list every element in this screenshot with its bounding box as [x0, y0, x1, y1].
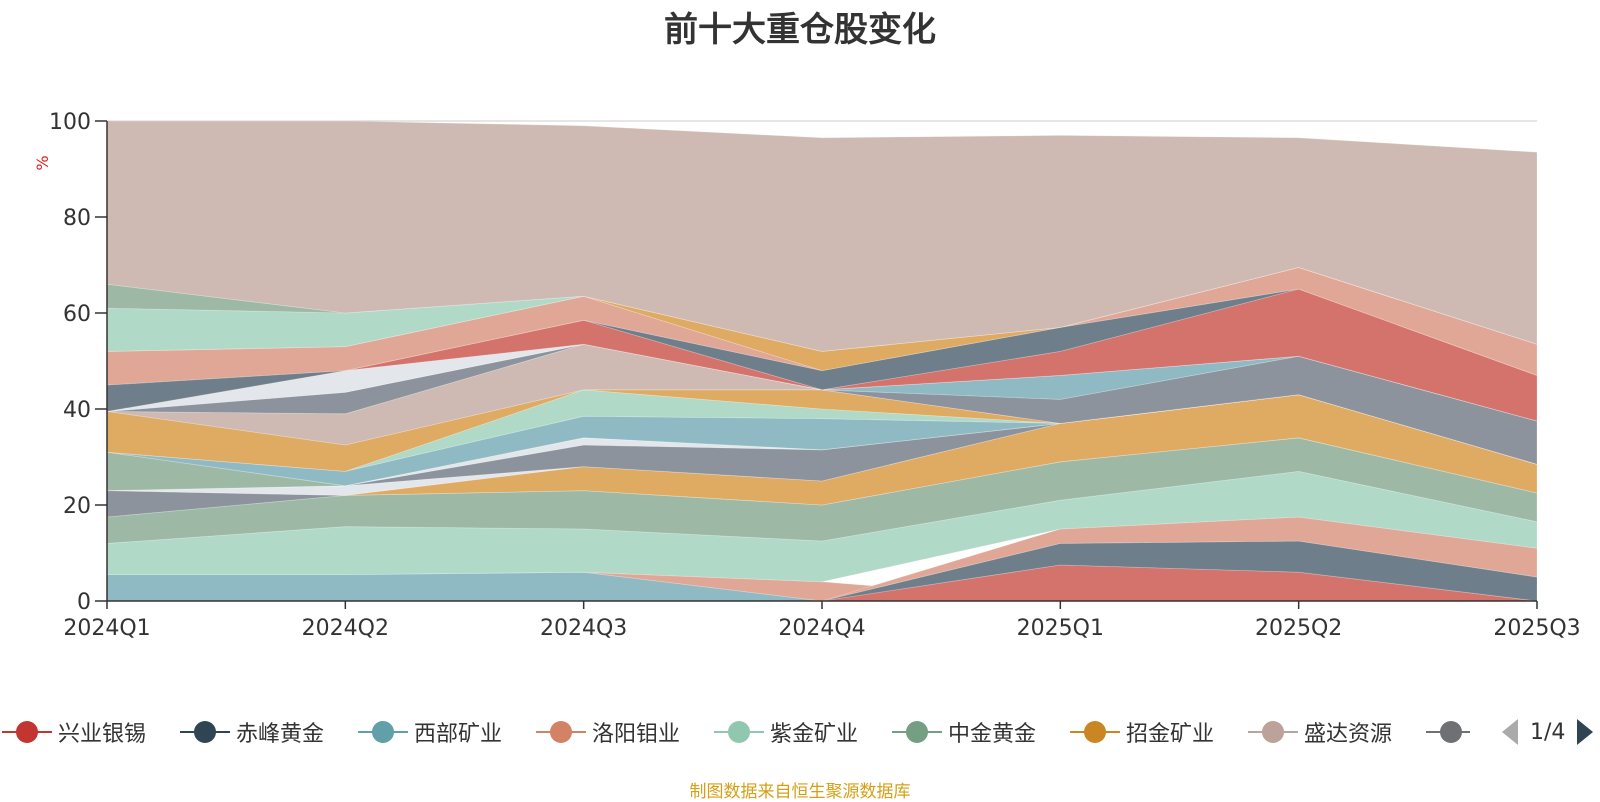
legend-item[interactable]: 赤峰黄金 — [180, 712, 324, 752]
y-axis-ticks: 0 20 40 60 80 100 — [49, 110, 107, 615]
legend-page-indicator: 1/4 — [1530, 719, 1566, 745]
x-axis-ticks: 2024Q1 2024Q2 2024Q3 2024Q4 2025Q1 2025Q2 2025… — [63, 601, 1581, 641]
x-tick-label: 2025Q2 — [1255, 616, 1342, 641]
legend-item[interactable]: 洛阳钼业 — [536, 712, 680, 752]
legend-label: 西部矿业 — [414, 722, 503, 747]
legend-label: 紫金矿业 — [770, 722, 859, 747]
prev-page-icon[interactable] — [1500, 717, 1520, 747]
legend-marker-icon — [892, 721, 942, 743]
legend-item[interactable]: 山 — [1426, 712, 1470, 752]
y-tick-label: 100 — [49, 110, 91, 135]
y-tick-label: 80 — [63, 206, 91, 231]
chart-title: 前十大重仓股变化 — [664, 10, 936, 50]
legend-label: 中金黄金 — [948, 722, 1037, 747]
x-tick-label: 2025Q3 — [1493, 616, 1580, 641]
legend-label: 兴业银锡 — [58, 722, 147, 747]
stacked-areas — [106, 120, 1538, 602]
legend-item[interactable]: 招金矿业 — [1070, 712, 1214, 752]
legend-label: 赤峰黄金 — [236, 722, 325, 747]
legend-marker-icon — [1070, 721, 1120, 743]
x-tick-label: 2024Q1 — [63, 616, 150, 641]
x-tick-label: 2024Q2 — [302, 616, 389, 641]
legend-label: 盛达资源 — [1304, 722, 1393, 747]
legend-items: 兴业银锡 赤峰黄金 西部矿业 洛阳钼业 紫金矿业 中金黄金 招金矿业 盛达资源 山 — [0, 712, 1470, 752]
legend-marker-icon — [1248, 721, 1298, 743]
legend-item[interactable]: 紫金矿业 — [714, 712, 858, 752]
x-tick-label: 2024Q4 — [778, 616, 865, 641]
legend-marker-icon — [1426, 721, 1470, 743]
legend-marker-icon — [358, 721, 408, 743]
data-source-note: 制图数据来自恒生聚源数据库 — [689, 782, 911, 802]
area-band — [106, 266, 1538, 352]
y-axis-unit-label: % — [33, 155, 52, 170]
legend-marker-icon — [2, 721, 52, 743]
legend-label: 洛阳钼业 — [592, 722, 681, 747]
legend-marker-icon — [536, 721, 586, 743]
y-tick-label: 60 — [63, 302, 91, 327]
legend-item[interactable]: 中金黄金 — [892, 712, 1036, 752]
area-band — [106, 343, 1538, 465]
legend: 兴业银锡 赤峰黄金 西部矿业 洛阳钼业 紫金矿业 中金黄金 招金矿业 盛达资源 山 — [0, 712, 1600, 752]
legend-pager: 1/4 — [1500, 712, 1595, 752]
area-band — [106, 120, 1538, 352]
legend-item[interactable]: 盛达资源 — [1248, 712, 1392, 752]
x-tick-label: 2024Q3 — [540, 616, 627, 641]
legend-label: 招金矿业 — [1126, 722, 1215, 747]
y-tick-label: 40 — [63, 398, 91, 423]
legend-marker-icon — [180, 721, 230, 743]
area-band — [106, 266, 1538, 352]
y-tick-label: 0 — [77, 590, 91, 615]
y-tick-label: 20 — [63, 494, 91, 519]
next-page-icon[interactable] — [1575, 717, 1595, 747]
x-tick-label: 2025Q1 — [1017, 616, 1104, 641]
legend-marker-icon — [714, 721, 764, 743]
legend-item[interactable]: 西部矿业 — [358, 712, 502, 752]
legend-item[interactable]: 兴业银锡 — [2, 712, 146, 752]
